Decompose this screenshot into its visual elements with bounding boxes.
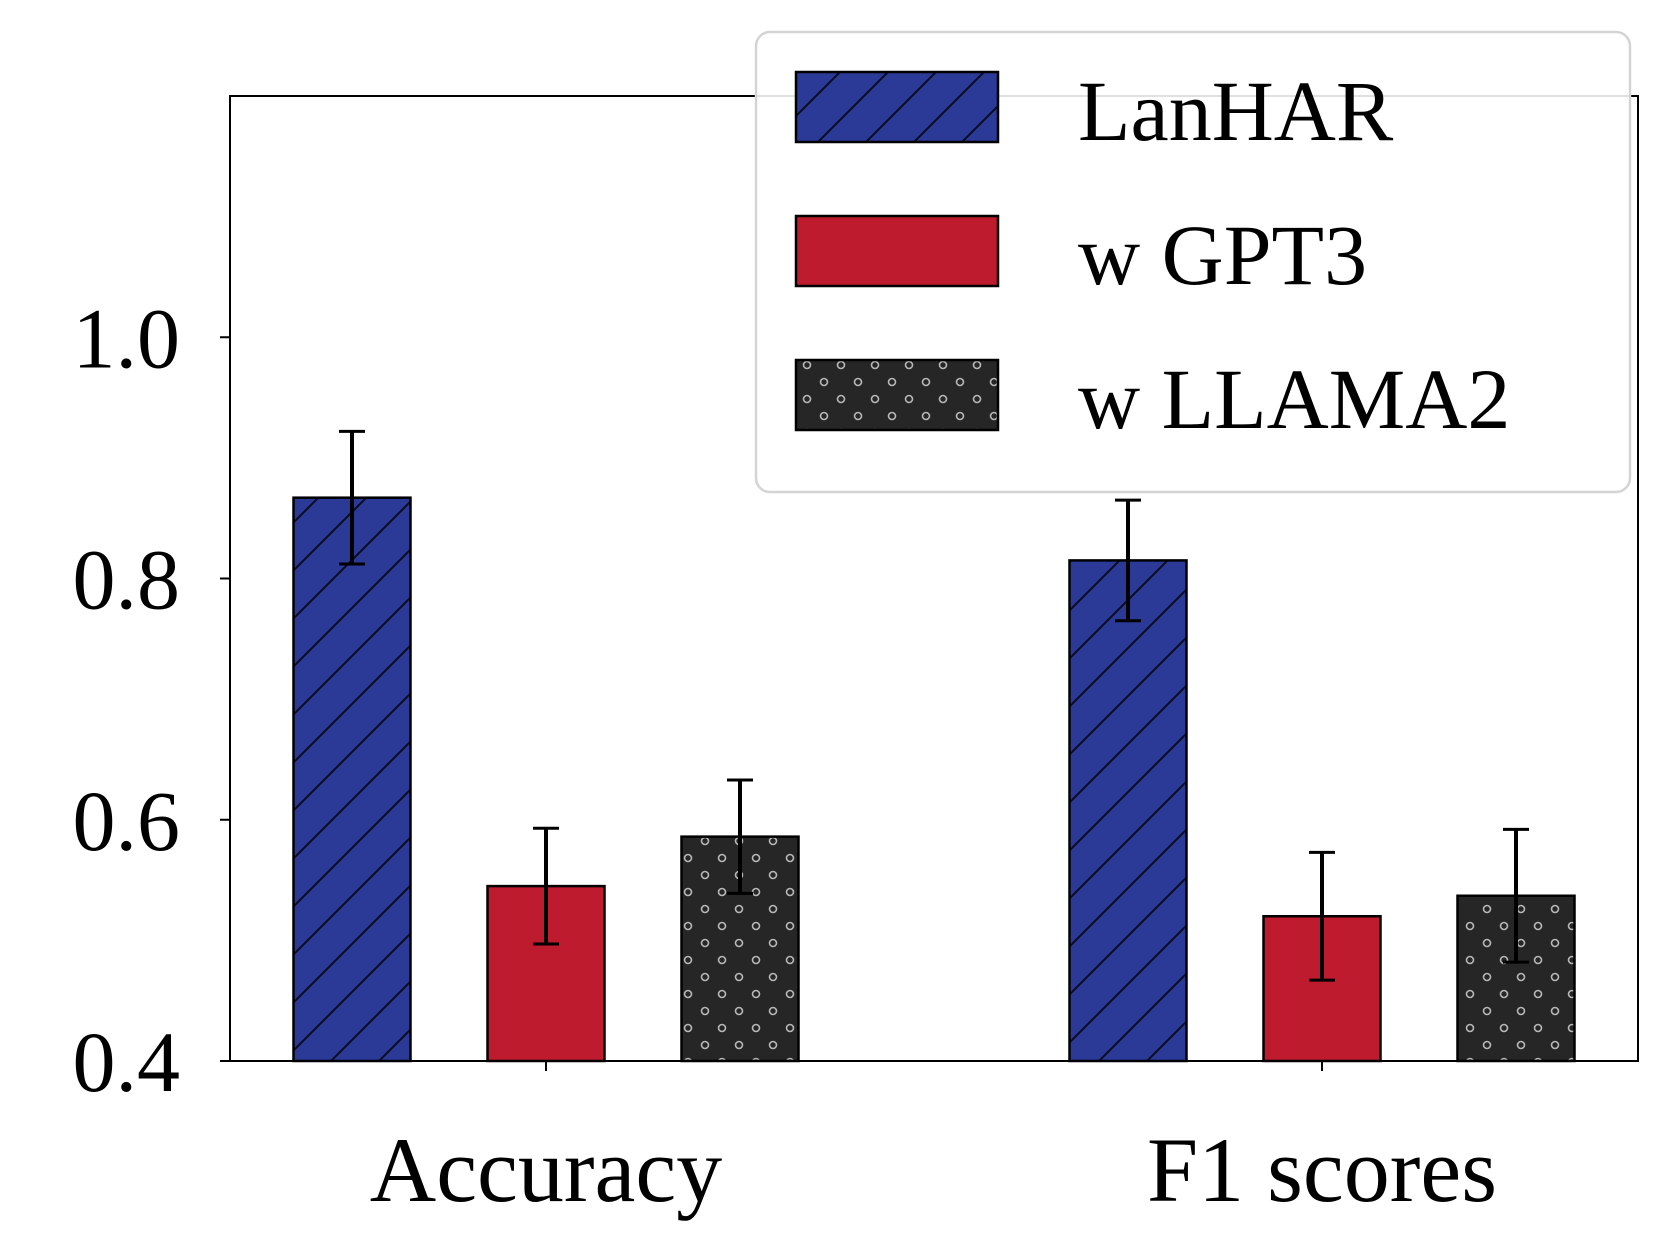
legend-label: LanHAR <box>1078 63 1394 159</box>
legend-label: w GPT3 <box>1078 207 1367 303</box>
legend-swatch <box>794 214 1000 288</box>
bar <box>292 496 412 1063</box>
legend-label: w LLAMA2 <box>1078 351 1510 447</box>
x-tick-label: F1 scores <box>1147 1119 1497 1221</box>
y-tick-label: 0.4 <box>73 1014 181 1110</box>
y-tick-label: 0.8 <box>73 532 181 628</box>
x-tick-label: Accuracy <box>370 1119 722 1221</box>
y-tick-label: 1.0 <box>73 290 181 386</box>
bar <box>1068 559 1188 1063</box>
plot-area: 0.4 0.6 0.8 1.0 Accuracy F1 scores <box>73 95 1639 1221</box>
y-tick-label: 0.6 <box>73 773 181 869</box>
legend-swatch <box>794 358 1000 432</box>
legend-swatch <box>794 70 1000 144</box>
legend: LanHAR w GPT3 w LLAMA2 <box>754 30 1632 494</box>
